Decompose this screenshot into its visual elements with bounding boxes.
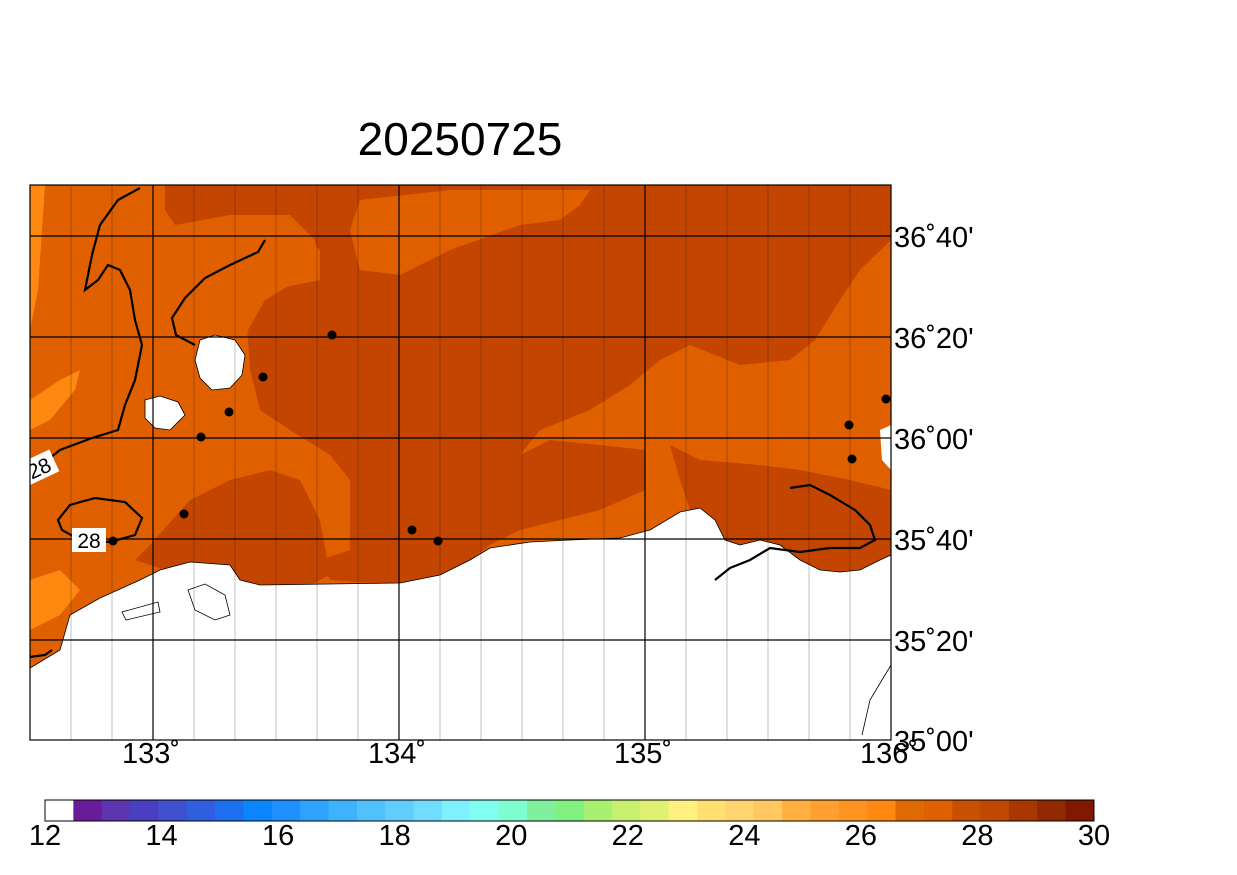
lon-label: 133˚: [122, 738, 181, 770]
peninsula-east: [861, 664, 891, 736]
cool-patch-west: [30, 185, 45, 330]
contour-28-east: [714, 483, 877, 581]
colorbar-tick-label: 18: [378, 820, 411, 852]
island-small-2: [187, 583, 231, 621]
lat-label: 36˚00': [894, 424, 974, 456]
station-dot: [196, 432, 206, 442]
lat-label: 35˚00': [894, 726, 974, 758]
lon-label: 136˚: [860, 738, 919, 770]
station-dot: [847, 454, 857, 464]
contour-28-southwest: [30, 649, 53, 659]
colorbar-tick-label: 12: [28, 820, 62, 852]
cool-patch-west-2: [30, 370, 80, 430]
land-east: [880, 425, 891, 470]
island-oki-dozen: [144, 395, 186, 431]
graticule: [30, 185, 891, 740]
station-dot: [327, 330, 337, 340]
lon-label: 134˚: [368, 738, 427, 770]
cool-patch-southwest: [30, 570, 80, 630]
contour-28-west: [30, 187, 144, 471]
colorbar-tick-label: 30: [1077, 820, 1111, 852]
map-title: 20250725: [357, 113, 563, 165]
minor-grid: [70, 185, 851, 740]
contour-label-1: 28: [72, 528, 106, 553]
map-frame: [29, 184, 892, 741]
station-dot: [844, 420, 854, 430]
station-dot: [108, 536, 118, 546]
station-markers: [108, 330, 891, 546]
lon-label: 135˚: [614, 738, 673, 770]
svg-text:28: 28: [77, 530, 100, 553]
colorbar-tick-label: 24: [728, 820, 761, 852]
station-dot: [433, 536, 443, 546]
colorbar-tick-label: 22: [611, 820, 644, 852]
lat-label: 36˚20': [894, 323, 974, 355]
contour-28-hook: [170, 239, 266, 346]
warm-region-main: [165, 185, 891, 585]
warm-region-south: [135, 470, 330, 590]
lat-label: 35˚40': [894, 525, 974, 557]
station-dot: [258, 372, 268, 382]
colorbar-tick-label: 16: [261, 820, 295, 852]
mid-ring-north: [170, 215, 320, 350]
colorbar-tick-label: 14: [145, 820, 178, 852]
station-dot: [179, 509, 189, 519]
station-dot: [224, 407, 234, 417]
lat-label: 36˚40': [894, 222, 974, 254]
land-south: [30, 507, 891, 740]
station-dot: [407, 525, 417, 535]
station-dot: [881, 394, 891, 404]
colorbar-tick-label: 20: [495, 820, 528, 852]
island-small-1: [121, 601, 161, 621]
colorbar-tick-label: 26: [844, 820, 878, 852]
colorbar-tick-label: 28: [961, 820, 994, 852]
lat-label: 35˚20': [894, 626, 974, 658]
contour-28-loop: [56, 496, 144, 544]
